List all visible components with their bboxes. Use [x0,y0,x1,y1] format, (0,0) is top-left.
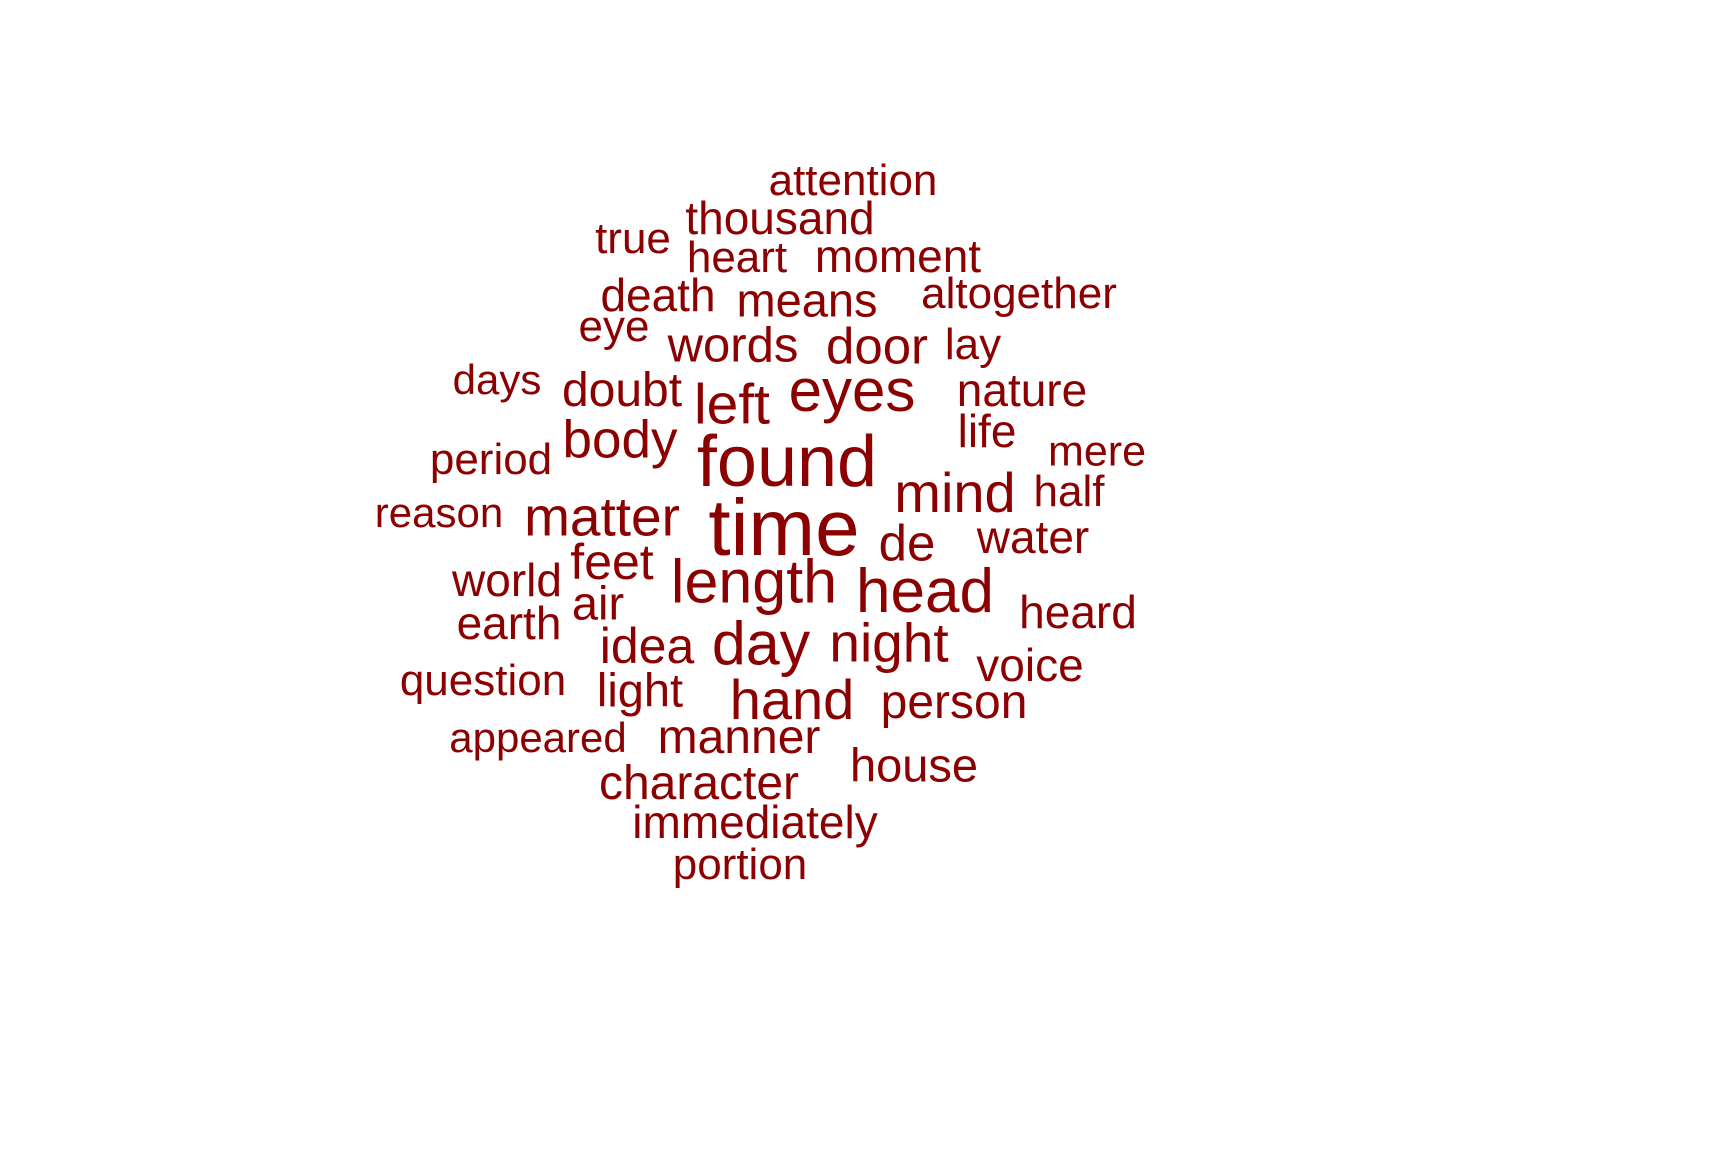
word-left: left [693,372,771,437]
word-altogether: altogether [921,269,1117,318]
word-immediately: immediately [632,796,878,848]
word-moment: moment [814,230,982,282]
word-day: day [711,609,811,678]
word-appeared: appeared [449,714,627,761]
word-eye: eye [578,302,650,351]
word-heard: heard [1019,586,1137,638]
word-true: true [595,214,671,263]
word-eyes: eyes [788,357,916,424]
word-water: water [976,511,1090,563]
word-head: head [856,557,994,626]
word-question: question [399,656,567,705]
word-earth: earth [456,597,562,649]
word-reason: reason [374,489,504,536]
word-house: house [849,738,979,792]
word-words: words [667,318,799,373]
word-door: door [825,317,929,375]
word-idea: idea [599,618,695,674]
word-time: time [708,483,860,572]
word-person: person [880,676,1028,729]
word-thousand: thousand [685,192,875,244]
word-body: body [562,410,678,470]
word-nature: nature [956,364,1088,416]
word-life: life [957,405,1017,457]
word-de: de [878,514,936,572]
word-portion: portion [672,840,808,889]
word-feet: feet [570,534,654,590]
word-found: found [696,422,878,502]
word-voice: voice [976,639,1084,691]
word-character: character [598,757,800,810]
word-mere: mere [1048,427,1146,476]
word-manner: manner [657,711,821,764]
word-days: days [452,356,542,403]
word-light: light [596,663,684,717]
word-matter: matter [524,485,680,548]
word-attention: attention [768,156,938,205]
word-air: air [571,576,625,630]
word-lay: lay [944,320,1002,369]
word-period: period [429,435,553,484]
word-hand: hand [729,668,855,731]
word-heart: heart [686,233,788,282]
word-death: death [600,269,716,321]
word-mind: mind [894,461,1016,524]
word-means: means [736,273,878,327]
word-doubt: doubt [561,364,683,417]
word-length: length [670,547,838,616]
word-half: half [1033,467,1105,516]
word-night: night [829,611,949,674]
word-world: world [452,554,562,606]
